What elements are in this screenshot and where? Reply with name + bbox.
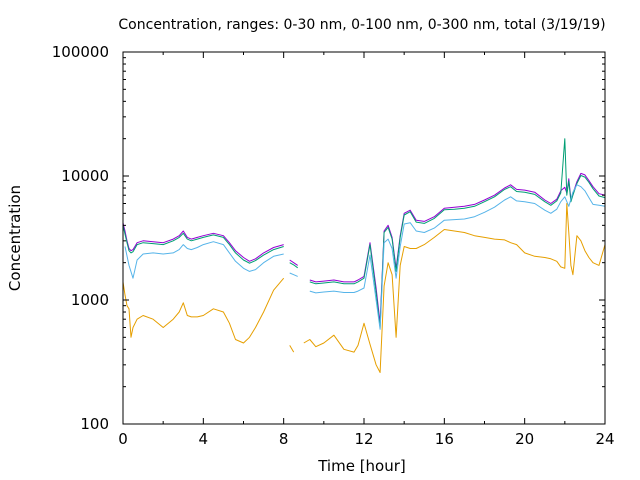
x-tick-label: 4 xyxy=(199,430,209,448)
y-axis-label: Concentration xyxy=(6,185,24,291)
series-line-3 xyxy=(124,184,605,330)
x-tick-label: 12 xyxy=(354,430,373,448)
series-line-4 xyxy=(123,203,605,373)
x-tick-label: 24 xyxy=(595,430,614,448)
y-tick-label: 100000 xyxy=(52,43,109,61)
x-tick-label: 0 xyxy=(118,430,128,448)
chart-title: Concentration, ranges: 0-30 nm, 0-100 nm… xyxy=(118,17,605,33)
plot-area xyxy=(123,138,605,373)
y-tick-label: 100 xyxy=(80,415,109,433)
x-tick-label: 20 xyxy=(515,430,534,448)
y-tick-label: 10000 xyxy=(61,167,109,185)
x-axis-label: Time [hour] xyxy=(317,457,406,475)
x-tick-label: 16 xyxy=(435,430,454,448)
plot-frame xyxy=(122,51,606,425)
x-tick-label: 8 xyxy=(279,430,289,448)
axis-ticks: 0 4 8 12 16 20 24 100 1000 10000 100000 xyxy=(52,43,615,448)
series-layer xyxy=(123,138,605,373)
series-line-2 xyxy=(123,138,605,328)
y-tick-label: 1000 xyxy=(71,291,109,309)
